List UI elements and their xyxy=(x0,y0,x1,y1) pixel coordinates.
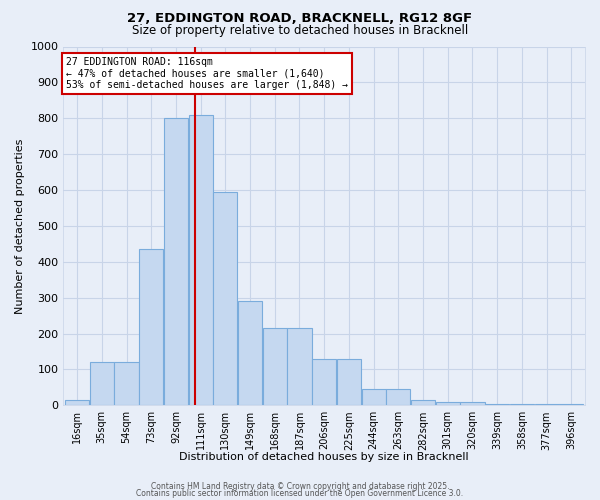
Bar xyxy=(485,404,509,406)
Bar xyxy=(436,402,460,406)
Bar xyxy=(362,389,386,406)
Text: 27, EDDINGTON ROAD, BRACKNELL, RG12 8GF: 27, EDDINGTON ROAD, BRACKNELL, RG12 8GF xyxy=(127,12,473,26)
Bar xyxy=(139,250,163,406)
Bar xyxy=(460,402,485,406)
Bar xyxy=(164,118,188,406)
Bar xyxy=(386,389,410,406)
Bar xyxy=(238,302,262,406)
Text: Size of property relative to detached houses in Bracknell: Size of property relative to detached ho… xyxy=(132,24,468,37)
Text: 27 EDDINGTON ROAD: 116sqm
← 47% of detached houses are smaller (1,640)
53% of se: 27 EDDINGTON ROAD: 116sqm ← 47% of detac… xyxy=(66,58,348,90)
Bar xyxy=(287,328,311,406)
Bar xyxy=(337,358,361,406)
Bar xyxy=(65,400,89,406)
Y-axis label: Number of detached properties: Number of detached properties xyxy=(15,138,25,314)
Bar xyxy=(559,404,583,406)
Text: Contains public sector information licensed under the Open Government Licence 3.: Contains public sector information licen… xyxy=(136,489,464,498)
Bar xyxy=(115,362,139,406)
Text: Contains HM Land Registry data © Crown copyright and database right 2025.: Contains HM Land Registry data © Crown c… xyxy=(151,482,449,491)
Bar xyxy=(535,404,559,406)
Bar xyxy=(411,400,435,406)
Bar xyxy=(510,404,534,406)
Bar xyxy=(90,362,114,406)
X-axis label: Distribution of detached houses by size in Bracknell: Distribution of detached houses by size … xyxy=(179,452,469,462)
Bar xyxy=(312,358,336,406)
Bar xyxy=(188,114,212,406)
Bar xyxy=(214,192,238,406)
Bar xyxy=(263,328,287,406)
